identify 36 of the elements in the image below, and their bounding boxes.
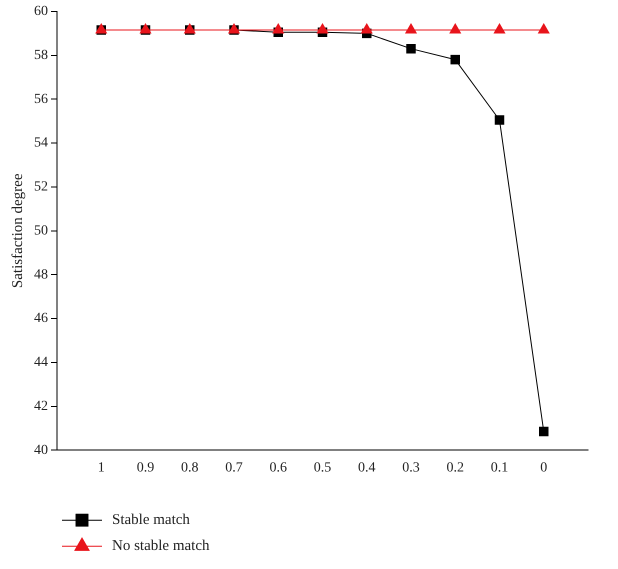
y-tick-label: 58 <box>34 48 48 63</box>
x-tick-label: 0 <box>540 460 548 476</box>
y-tick-label: 52 <box>34 180 48 195</box>
point <box>316 24 328 34</box>
y-axis-title: Satisfaction degree <box>10 173 26 288</box>
point <box>539 426 548 436</box>
point <box>406 44 416 54</box>
y-tick-label: 42 <box>34 398 48 414</box>
y-tick-label: 48 <box>34 267 48 282</box>
point <box>361 24 372 34</box>
legend-label: Stable match <box>112 512 190 528</box>
x-tick-label: 0.6 <box>270 460 287 476</box>
legend-label: No stable match <box>112 538 210 554</box>
point <box>450 54 460 64</box>
x-tick-label: 0.2 <box>446 460 464 476</box>
point <box>405 24 417 34</box>
x-tick-label: 1 <box>98 460 105 476</box>
y-tick-label: 54 <box>34 136 48 151</box>
y-tick-label: 50 <box>34 223 48 238</box>
y-tick-label: 44 <box>34 355 48 370</box>
x-tick-label: 0.9 <box>136 460 154 476</box>
x-tick-label: 0.4 <box>358 460 376 476</box>
x-tick-label: 0.8 <box>181 460 198 476</box>
point <box>494 115 504 125</box>
point <box>450 24 461 34</box>
y-tick-label: 40 <box>34 442 48 458</box>
x-tick-label: 0.7 <box>225 460 243 476</box>
point <box>272 24 284 34</box>
y-tick-label: 60 <box>34 4 48 20</box>
y-tick-label: 56 <box>34 92 48 107</box>
x-tick-label: 0.3 <box>402 460 420 476</box>
y-tick-label: 46 <box>34 311 48 326</box>
x-tick-label: 0.5 <box>314 460 332 476</box>
x-tick-label: 0.1 <box>490 460 508 476</box>
point <box>494 24 506 34</box>
point <box>538 24 550 34</box>
